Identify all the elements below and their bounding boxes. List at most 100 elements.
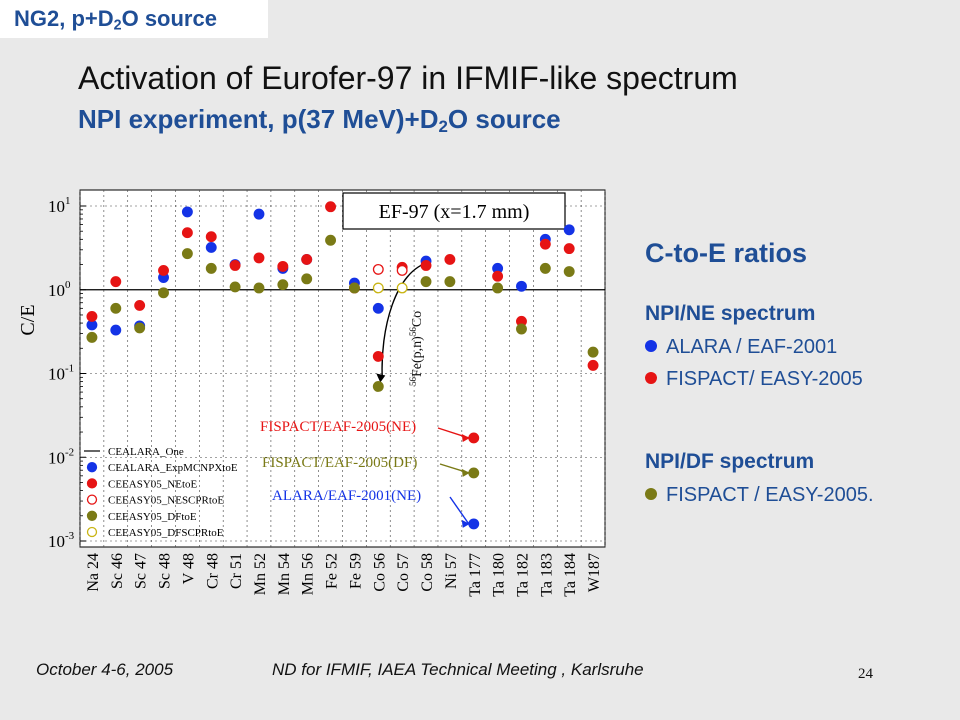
x-tick-label: Fe 59 [347,553,364,589]
data-point [134,322,146,334]
group-df-label: NPI/DF spectrum [645,450,815,473]
legend-entry: CEEASY05_DFSCPRtoE [108,527,224,539]
data-point [277,279,289,291]
x-tick-label: Mn 52 [252,553,269,595]
annotation-co56: 56Fe(p,n)56Co [408,311,425,386]
data-point [205,262,217,274]
data-point [396,264,408,276]
legend-marker [86,494,98,505]
x-tick-label: Co 58 [419,553,436,592]
legend-marker [86,526,98,538]
legend-marker [86,510,98,521]
x-tick-label: Ta 182 [514,553,531,597]
x-tick-label: Co 57 [395,553,412,592]
legend-marker [86,478,98,489]
data-point [348,282,360,294]
annotation-label: FISPACT/EAF-2005(NE) [260,419,416,435]
data-point [301,273,313,285]
data-point [396,282,408,294]
annotation-label: ALARA/EAF-2001(NE) [272,488,421,504]
y-tick-label: 101 [48,195,71,216]
x-tick-label: Na 24 [85,553,102,592]
data-point [325,201,337,213]
data-point [587,359,599,371]
data-point [516,280,527,292]
data-point [563,224,575,236]
y-axis-label: C/E [17,304,39,335]
data-point [372,350,384,362]
x-tick-label: Sc 47 [133,553,150,589]
blue-dot-icon [645,340,657,352]
data-point [86,310,98,322]
legend-marker [86,462,98,473]
x-tick-label: Ta 183 [538,553,555,597]
subtitle-suffix: O source [447,104,561,134]
x-tick-label: Ta 177 [467,553,484,597]
y-tick-label: 10-1 [48,363,74,384]
subtitle-sub: 2 [438,117,448,137]
data-point [539,262,551,274]
data-point [325,234,337,246]
data-point [181,206,193,218]
slide-title: Activation of Eurofer-97 in IFMIF-like s… [78,60,738,96]
data-point [516,323,527,335]
data-point [134,299,146,311]
data-point [468,518,480,530]
legend-item-alara: ALARA / EAF-2001 [645,336,837,359]
header-tag: NG2, p+D2O source [0,0,268,38]
data-point [277,260,289,272]
legend-item-fispact-df: FISPACT / EASY-2005. [645,484,874,507]
header-tag-suffix: O source [121,6,217,31]
legend-entry: CEEASY05_NEtoE [108,478,198,490]
x-tick-label: Ta 184 [562,553,579,597]
data-point [420,276,432,288]
x-tick-label: Ta 180 [491,553,508,597]
annotation-arrowhead [461,468,470,477]
annotation-arrow [449,496,470,525]
legend-item-alara-label: ALARA / EAF-2001 [666,336,838,358]
annotation-arrowhead [461,433,470,442]
header-tag-sub: 2 [113,17,122,34]
y-tick-label: 100 [48,279,71,300]
data-point [205,231,217,243]
data-point [205,241,217,253]
data-point [420,260,432,271]
x-tick-label: Mn 56 [300,553,317,595]
legend-entry: CEEASY05_DFtoE [108,511,197,523]
x-tick-label: Sc 48 [157,553,174,589]
data-point [229,281,241,293]
data-point [539,238,551,250]
header-tag-text: NG2, p+D [14,6,114,31]
data-point [492,282,504,294]
legend-item-fispact-df-label: FISPACT / EASY-2005. [666,484,874,506]
x-tick-label: Cr 48 [204,553,221,589]
data-point [587,346,599,358]
data-point [444,254,456,265]
data-point [158,287,169,299]
y-tick-label: 10-2 [48,446,74,467]
group-ne-label: NPI/NE spectrum [645,302,816,325]
data-point [253,282,265,294]
data-point [181,248,193,260]
data-point [253,208,265,220]
data-point [372,282,384,294]
data-point [492,270,504,282]
data-point [86,331,98,343]
legend-item-fispact-ne-label: FISPACT/ EASY-2005 [666,368,863,390]
legend-entry: CEEASY05_NESCPRtoE [108,495,224,507]
data-point [181,227,193,239]
data-point [158,264,169,276]
data-point [110,276,122,288]
data-point [110,302,122,314]
x-tick-label: V 48 [180,553,197,584]
data-point [444,276,456,288]
data-point [468,467,480,479]
x-tick-label: Sc 46 [109,553,126,589]
inset-title-box [342,192,566,230]
legend-entry: CEALARA_ExpMCNPXtoE [108,462,238,474]
data-point [468,432,480,444]
data-point [372,381,384,392]
data-point [110,324,122,336]
side-title: C-to-E ratios [645,238,807,268]
